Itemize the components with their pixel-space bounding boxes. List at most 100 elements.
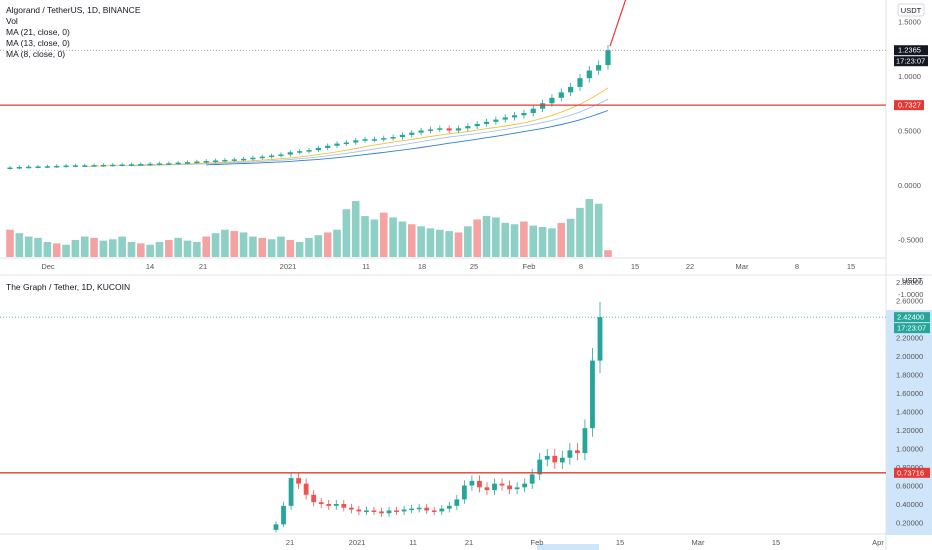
- top-indicator-ma8: MA (8, close, 0): [6, 49, 65, 59]
- top-time-tick-label: 8: [579, 262, 583, 271]
- top-time-axis[interactable]: Dec 14 21 2021 11 18 25 Feb 8 15 22 Mar 8 15: [41, 262, 855, 271]
- bottom-price-tick-label: 1.20000: [896, 426, 923, 435]
- candle-body: [63, 165, 69, 168]
- top-price-tick-label: 0.5000: [898, 127, 921, 136]
- volume-bar: [389, 217, 397, 257]
- volume-bar: [333, 229, 341, 257]
- bottom-price-tick-label: 0.20000: [896, 519, 923, 528]
- bottom-price-tick-label: 1.80000: [896, 371, 923, 380]
- volume-bar: [277, 236, 285, 257]
- volume-bar: [230, 231, 239, 257]
- ma-13-line: [131, 98, 609, 167]
- candle-body: [454, 499, 460, 506]
- candle-body: [582, 428, 588, 454]
- candle-body: [334, 143, 340, 146]
- candle-body: [240, 158, 247, 161]
- candle-body: [597, 317, 603, 361]
- candle-body: [446, 128, 452, 131]
- candle-body: [326, 504, 332, 506]
- bottom-price-tick-label: 1.00000: [896, 445, 923, 454]
- candle-body: [343, 142, 349, 144]
- candle-body: [567, 450, 573, 458]
- bottom-price-tick-label: 1.40000: [896, 408, 923, 417]
- volume-bar: [305, 237, 313, 257]
- candle-body: [514, 487, 520, 490]
- candle-body: [461, 485, 467, 500]
- bottom-time-tick-label: Mar: [692, 538, 705, 547]
- volume-bar: [426, 228, 435, 257]
- bottom-price-tick-label: 0.40000: [896, 500, 923, 509]
- volume-bar: [566, 218, 575, 257]
- top-time-tick-label: 21: [199, 262, 207, 271]
- candle-body: [231, 159, 237, 161]
- candle-body: [469, 480, 475, 486]
- candle-body: [558, 92, 564, 98]
- top-currency-badge[interactable]: [897, 3, 925, 17]
- top-time-tick-label: Mar: [736, 262, 749, 271]
- volume-bar: [211, 233, 220, 257]
- volume-bar: [529, 225, 538, 257]
- candle-body: [409, 132, 415, 135]
- candle-body: [341, 504, 347, 508]
- candle-body: [119, 164, 125, 167]
- bottom-countdown-tag: [894, 323, 930, 334]
- top-time-tick-label: 18: [418, 262, 426, 271]
- candle-body: [477, 480, 482, 488]
- volume-bar: [417, 226, 425, 257]
- volume-bar: [137, 243, 145, 257]
- volume-bar: [155, 241, 164, 257]
- volume-bar: [108, 239, 117, 257]
- candle-body: [394, 510, 399, 512]
- trend-arrow[interactable]: [609, 0, 655, 47]
- top-time-tick-label: 25: [470, 262, 478, 271]
- candle-body: [568, 86, 574, 93]
- bottom-candles: [273, 301, 603, 533]
- candle-body: [521, 113, 527, 116]
- bottom-time-axis[interactable]: 21 2021 11 21 Feb 15 Mar 15 Apr: [286, 538, 885, 547]
- candle-body: [91, 165, 97, 167]
- top-price-tick-label: 1.0000: [898, 72, 921, 81]
- top-support-tag: [894, 100, 924, 111]
- candle-body: [439, 508, 445, 512]
- volume-bar: [221, 229, 229, 257]
- top-currency-label: USDT: [901, 6, 922, 15]
- volume-bar: [407, 224, 416, 257]
- volume-bar: [146, 244, 154, 257]
- candle-body: [511, 115, 518, 118]
- volume-bar: [52, 243, 61, 257]
- candle-body: [356, 509, 362, 512]
- volume-bar: [258, 237, 267, 257]
- candle-body: [390, 137, 396, 139]
- top-candles: [7, 45, 611, 170]
- volume-bar: [361, 216, 369, 257]
- volume-bar: [370, 219, 379, 257]
- candle-body: [82, 165, 88, 167]
- bottom-countdown-value: 17:23:07: [897, 324, 926, 333]
- candle-body: [250, 157, 256, 160]
- candle-body: [381, 138, 387, 140]
- candle-body: [401, 509, 407, 512]
- volume-bar: [445, 231, 453, 257]
- candle-body: [175, 162, 181, 165]
- candle-body: [306, 150, 312, 152]
- candle-body: [259, 156, 265, 159]
- candle-body: [26, 166, 32, 169]
- top-price-axis[interactable]: 3.00002.50002.00001.50001.00000.50000.00…: [898, 0, 923, 300]
- candle-body: [552, 455, 558, 463]
- candle-body: [559, 457, 565, 463]
- candle-body: [493, 119, 499, 122]
- candle-body: [297, 151, 303, 153]
- volume-bar: [15, 233, 24, 257]
- candle-body: [273, 524, 279, 530]
- volume-bar: [398, 221, 407, 257]
- volume-bar: [314, 235, 323, 257]
- candle-body: [287, 152, 293, 155]
- volume-bar: [127, 241, 136, 257]
- volume-bar: [267, 239, 276, 257]
- bottom-last-price-value: 2.42400: [897, 313, 924, 322]
- volume-bar: [351, 201, 360, 257]
- top-indicator-ma21: MA (21, close, 0): [6, 27, 70, 37]
- top-time-tick-label: 11: [362, 262, 370, 271]
- bottom-price-tick-label: 0.60000: [896, 482, 923, 491]
- top-moving-averages: [84, 87, 609, 167]
